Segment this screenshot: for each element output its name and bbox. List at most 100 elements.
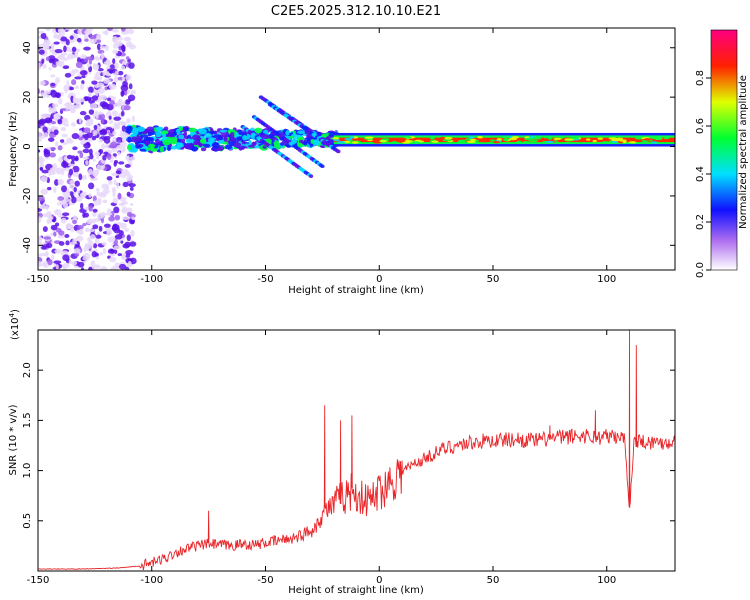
spectrogram-blob bbox=[96, 155, 100, 160]
spectrogram-blob bbox=[86, 218, 94, 225]
x-tick-label: -150 bbox=[27, 575, 50, 586]
spectrogram-blob bbox=[50, 106, 57, 114]
spectrogram-blob bbox=[379, 139, 388, 143]
spectrogram-blob bbox=[69, 179, 76, 185]
y-tick-label: 40 bbox=[22, 41, 33, 54]
spectrogram-blob bbox=[190, 146, 199, 151]
spectrogram-blob bbox=[103, 60, 112, 66]
spectrogram-blob bbox=[108, 216, 116, 222]
spectrogram-blob bbox=[129, 241, 137, 247]
spectrogram-blob bbox=[38, 261, 43, 266]
spectrogram-blob bbox=[224, 144, 233, 150]
spectrogram-blob bbox=[38, 195, 45, 202]
spectrogram-blob bbox=[62, 254, 70, 262]
spectrogram-blob bbox=[68, 259, 72, 265]
spectrogram-blob bbox=[121, 137, 127, 143]
spectrogram-blob bbox=[64, 87, 68, 94]
spectrogram-blob bbox=[123, 90, 128, 96]
spectrogram-blob bbox=[57, 60, 61, 67]
spectrogram-blob bbox=[61, 185, 68, 193]
spectrogram-blob bbox=[235, 132, 239, 137]
spectrogram-blob bbox=[94, 56, 99, 61]
spectrogram-blob bbox=[39, 159, 44, 165]
spectrogram-blob bbox=[73, 248, 81, 255]
spectrogram-blob bbox=[80, 267, 85, 270]
spectrogram-blob bbox=[413, 141, 420, 144]
spectrogram-blob bbox=[113, 161, 117, 167]
spectrogram-blob bbox=[88, 228, 95, 233]
spectrogram-blob bbox=[155, 138, 160, 145]
snr-series-line bbox=[38, 330, 675, 571]
spectrogram-blob bbox=[113, 38, 118, 43]
spectrogram-blob bbox=[131, 133, 135, 137]
spectrogram-blob bbox=[88, 109, 95, 115]
y-tick-label: -40 bbox=[22, 237, 33, 253]
spectrogram-blob bbox=[40, 188, 48, 195]
spectrogram-blob bbox=[242, 135, 248, 141]
spectrogram-blob bbox=[570, 136, 580, 140]
spectrogram-blob bbox=[52, 103, 59, 108]
spectrogram-blob bbox=[88, 266, 93, 270]
spectrogram-blob bbox=[88, 58, 92, 65]
spectrogram-blob bbox=[67, 48, 72, 53]
spectrogram-blob bbox=[61, 133, 68, 138]
spectrogram-blob bbox=[112, 136, 117, 143]
spectrogram-blob bbox=[79, 152, 84, 159]
spectrogram-blob bbox=[146, 147, 155, 151]
spectrogram-blob bbox=[87, 63, 91, 68]
spectrogram-blob bbox=[65, 28, 73, 31]
spectrogram-blob bbox=[38, 149, 41, 153]
spectrogram-blob bbox=[84, 96, 92, 102]
spectrogram-blob bbox=[106, 208, 112, 213]
spectrogram-blob bbox=[72, 165, 80, 173]
snr-y-label: SNR (10 * v/v) bbox=[8, 404, 19, 475]
spectrogram-blob bbox=[178, 126, 184, 132]
spectrogram-blob bbox=[70, 122, 76, 127]
spectrogram-blob bbox=[431, 140, 439, 143]
spectrogram-blob bbox=[60, 36, 68, 42]
spectrogram-blob bbox=[64, 233, 70, 238]
spectrogram-blob bbox=[48, 137, 55, 142]
snr-x-label: Height of straight line (km) bbox=[288, 585, 424, 596]
spectrogram-blob bbox=[139, 148, 147, 152]
x-tick-label: 0 bbox=[376, 274, 382, 285]
x-tick-label: -50 bbox=[257, 274, 273, 285]
spectrogram-blob bbox=[43, 39, 50, 46]
spectrogram-blob bbox=[121, 125, 127, 132]
spectrogram-blob bbox=[108, 179, 113, 185]
spectrogram-blob bbox=[285, 130, 290, 136]
spectrogram-blob bbox=[108, 256, 117, 263]
spectrogram-blob bbox=[63, 123, 70, 127]
spectrogram-blob bbox=[200, 147, 207, 152]
spectrogram-blob bbox=[71, 196, 77, 204]
spectrogram-blob bbox=[72, 172, 81, 177]
spectrogram-blob bbox=[129, 156, 136, 161]
spectrogram-blob bbox=[54, 179, 59, 186]
spectrogram-blob bbox=[496, 138, 503, 141]
spectrogram-blob bbox=[53, 112, 61, 120]
spectrogram-blob bbox=[43, 149, 51, 155]
spectrogram-blob bbox=[109, 100, 115, 105]
spectrogram-blob bbox=[126, 155, 130, 162]
spectrogram-blob bbox=[126, 191, 131, 197]
spectrogram-blob bbox=[88, 86, 94, 93]
spectrogram-blob bbox=[79, 110, 87, 116]
spectrogram-blob bbox=[50, 120, 57, 125]
spectrogram-blob bbox=[123, 105, 131, 111]
spectrogram-blob bbox=[79, 83, 84, 91]
spectrogram-blob bbox=[663, 136, 670, 140]
spectrogram-blob bbox=[110, 267, 115, 270]
spectrogram-blob bbox=[59, 139, 65, 143]
spectrogram-blob bbox=[125, 253, 131, 258]
spectrogram-blob bbox=[57, 178, 64, 186]
spectrogram-blob bbox=[96, 39, 102, 43]
spectrogram-blob bbox=[53, 129, 59, 136]
spectrogram-blob bbox=[116, 182, 120, 189]
spectrogram-blob bbox=[477, 136, 484, 139]
spectrogram-blob bbox=[611, 140, 619, 144]
spectrogram-blob bbox=[100, 52, 105, 60]
spectrogram-blob bbox=[129, 203, 134, 207]
spectrogram-blob bbox=[145, 140, 151, 145]
spectrogram-blob bbox=[336, 140, 346, 144]
spectrogram-blob bbox=[122, 181, 129, 188]
